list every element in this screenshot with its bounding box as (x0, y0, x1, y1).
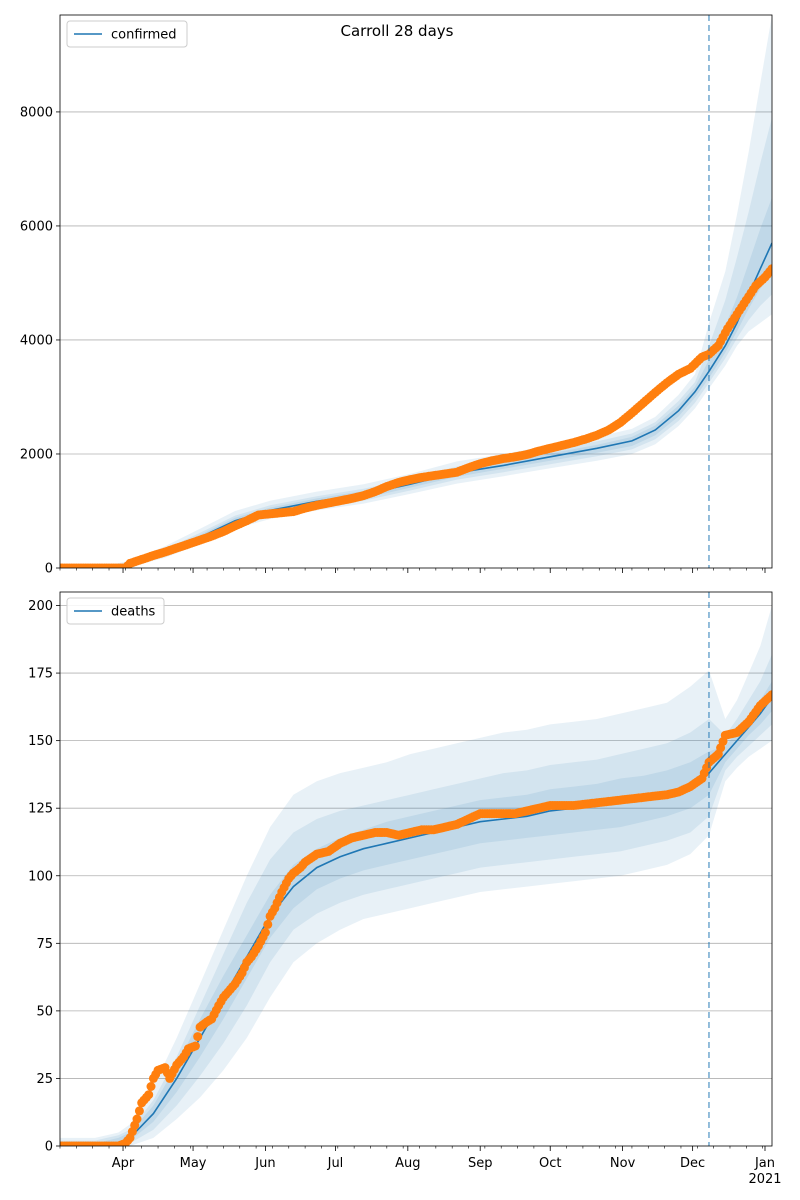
observed-point (260, 928, 270, 937)
plot-area (60, 15, 772, 568)
observed-point (132, 1114, 142, 1124)
observed-point (767, 264, 772, 274)
legend: deaths (66, 597, 165, 625)
x-tick-label: Sep (468, 1156, 493, 1171)
legend-label: confirmed (111, 28, 177, 43)
y-tick-label: 4000 (20, 333, 53, 348)
x-tick-label: Nov (610, 1156, 636, 1171)
legend-label: deaths (111, 605, 156, 620)
plot-area (60, 605, 772, 1146)
x-tick-label: Apr (112, 1156, 135, 1171)
y-tick-label: 6000 (20, 219, 53, 234)
y-tick-label: 125 (28, 802, 53, 817)
y-tick-label: 2000 (20, 447, 53, 462)
legend: confirmed (66, 20, 188, 48)
observed-point (190, 1041, 200, 1051)
y-tick-label: 100 (28, 869, 53, 884)
observed-point (144, 1090, 154, 1100)
confirmed-panel: 0 2000 4000 6000 8000 confirmed (20, 14, 773, 577)
x-tick-label: 2021 (748, 1172, 781, 1187)
observed-point (134, 1106, 144, 1116)
legend-frame (66, 20, 188, 48)
y-tick-label: 200 (28, 599, 53, 614)
x-tick-label: Aug (395, 1156, 420, 1171)
y-tick-label: 50 (36, 1004, 53, 1019)
y-tick-label: 0 (45, 1140, 53, 1155)
y-tick-label: 175 (28, 667, 53, 682)
axes-frame (59, 14, 773, 569)
axes-frame (59, 591, 773, 1147)
observed-point (767, 690, 772, 700)
x-tick-label: Oct (539, 1156, 561, 1171)
x-tick-label: Jul (327, 1156, 344, 1171)
deaths-panel: 0 25 50 75 100 125 150 175 200 Apr May Jun Jul Aug Sep… (28, 591, 782, 1187)
y-tick-label: 25 (36, 1072, 53, 1087)
y-tick-label: 0 (45, 562, 53, 577)
observed-point (146, 1082, 156, 1091)
uncertainty-band-2 (60, 654, 772, 1146)
x-tick-label: Jun (254, 1156, 275, 1171)
observed-point (193, 1032, 203, 1042)
chart-title: Carroll 28 days (341, 22, 454, 40)
uncertainty-band-2 (60, 117, 772, 568)
x-tick-label: Jan (754, 1156, 775, 1171)
x-tick-label: May (180, 1156, 207, 1171)
uncertainty-band-3 (60, 681, 772, 1146)
uncertainty-band-1 (60, 605, 772, 1146)
y-tick-label: 150 (28, 734, 53, 749)
y-tick-label: 75 (36, 937, 53, 952)
model-line (60, 242, 772, 568)
observed-point (263, 919, 273, 929)
legend-frame (66, 597, 165, 625)
y-tick-label: 8000 (20, 105, 53, 120)
x-tick-label: Dec (680, 1156, 705, 1171)
